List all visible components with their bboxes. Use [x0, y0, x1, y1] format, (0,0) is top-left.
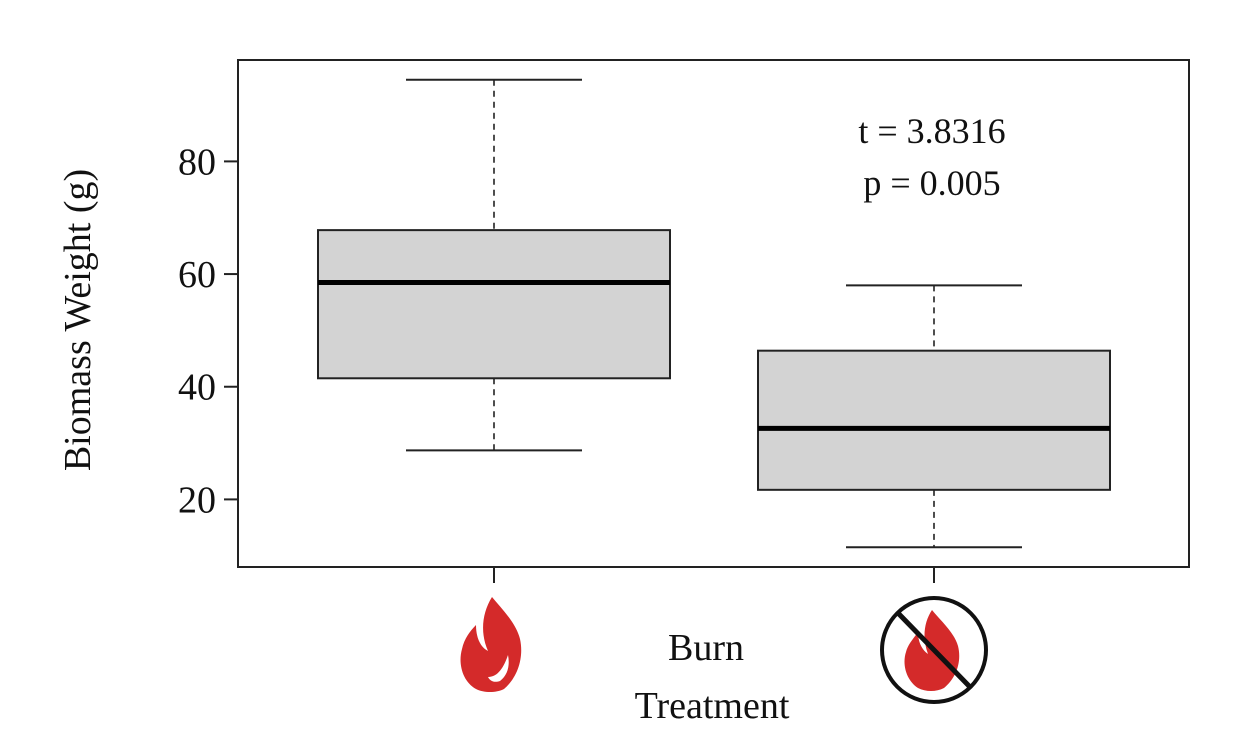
y-axis-label: Biomass Weight (g) — [57, 169, 99, 471]
y-tick-label: 80 — [178, 141, 216, 183]
no-burn-icon — [880, 596, 988, 704]
x-axis-label-line2: Treatment — [635, 685, 790, 727]
y-axis: 20 40 60 80 — [178, 141, 238, 521]
plot-frame — [237, 59, 1190, 568]
box-burned — [317, 78, 671, 452]
t-statistic: t = 3.8316 — [858, 111, 1005, 151]
flame-icon — [460, 597, 522, 692]
y-tick-label: 40 — [178, 367, 216, 409]
iqr-box — [757, 349, 1111, 491]
box-unburned — [757, 284, 1111, 549]
y-tick-label: 20 — [178, 479, 216, 521]
iqr-box — [317, 229, 671, 380]
y-tick-label: 60 — [178, 254, 216, 296]
boxes-layer — [317, 78, 1111, 549]
x-axis-label-line1: Burn — [668, 627, 744, 669]
x-axis — [493, 567, 935, 583]
p-value: p = 0.005 — [863, 163, 1000, 203]
